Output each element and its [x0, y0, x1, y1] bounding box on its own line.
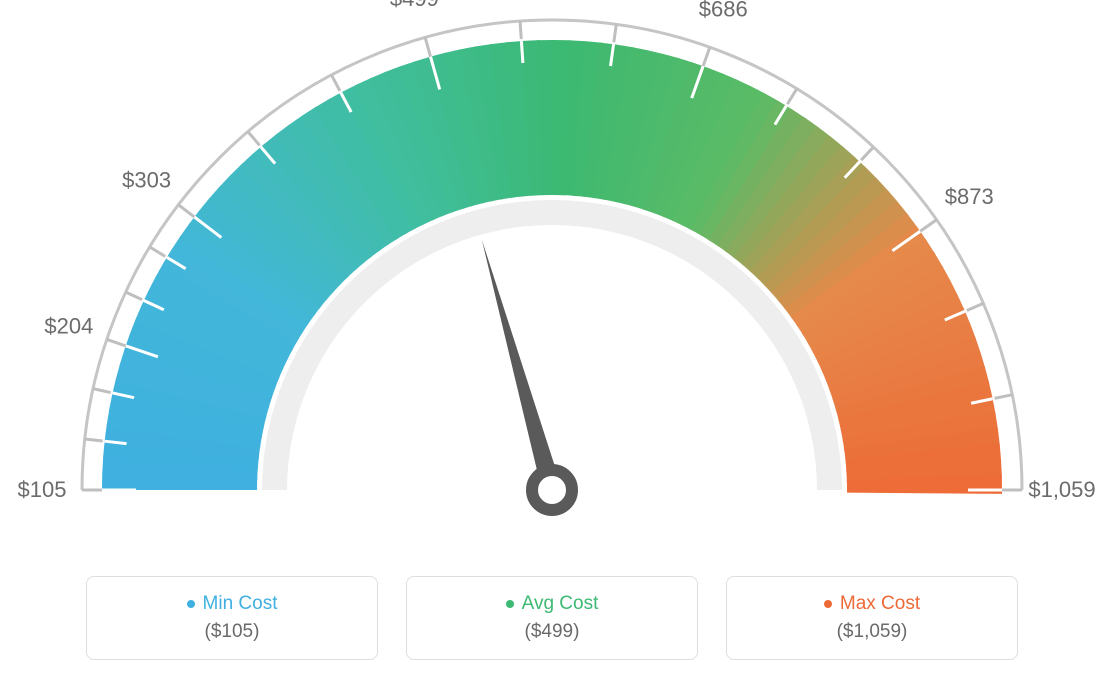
- legend-card-min: Min Cost ($105): [86, 576, 378, 660]
- legend-card-avg: Avg Cost ($499): [406, 576, 698, 660]
- legend-label-avg: Avg Cost: [522, 593, 599, 615]
- tick-label: $105: [18, 477, 67, 502]
- cost-gauge-chart: $105 $204 $303 $499 $686 $873 $1,059: [0, 0, 1104, 560]
- dot-avg: [506, 600, 514, 608]
- dot-min: [187, 600, 195, 608]
- legend-card-max: Max Cost ($1,059): [726, 576, 1018, 660]
- legend-label-max: Max Cost: [840, 593, 920, 615]
- gauge-svg: $105 $204 $303 $499 $686 $873 $1,059: [0, 0, 1104, 560]
- tick-label: $303: [122, 168, 171, 193]
- legend: Min Cost ($105) Avg Cost ($499) Max Cost…: [0, 576, 1104, 660]
- tick-label: $499: [390, 0, 439, 11]
- legend-value-max: ($1,059): [837, 621, 908, 643]
- tick-label: $873: [945, 184, 994, 209]
- legend-title-min: Min Cost: [187, 593, 278, 615]
- tick-label: $1,059: [1028, 477, 1095, 502]
- legend-value-avg: ($499): [525, 621, 580, 643]
- legend-title-avg: Avg Cost: [506, 593, 599, 615]
- legend-label-min: Min Cost: [203, 593, 278, 615]
- legend-value-min: ($105): [205, 621, 260, 643]
- legend-title-max: Max Cost: [824, 593, 920, 615]
- dot-max: [824, 600, 832, 608]
- tick-label: $686: [699, 0, 748, 22]
- tick-label: $204: [44, 314, 93, 339]
